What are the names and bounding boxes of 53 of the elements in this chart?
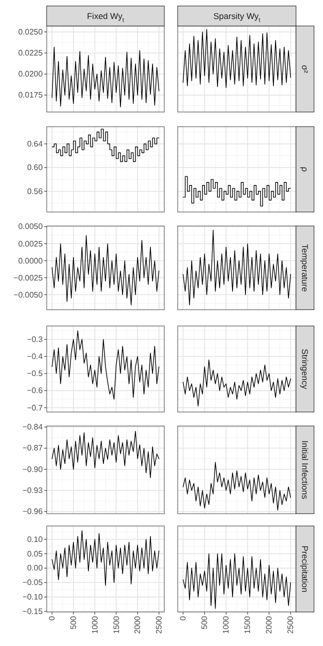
text: Stringency — [300, 348, 310, 390]
x-tick-label: 1000 — [90, 615, 100, 634]
y-tick-label: 0.0050 — [18, 222, 44, 232]
y-tick-label: 0.0250 — [18, 27, 44, 36]
y-tick-label: 0.56 — [27, 186, 44, 196]
x-tick-label: 2000 — [264, 615, 274, 634]
y-tick-label: −0.10 — [22, 592, 44, 602]
x-tick-label: 1500 — [243, 615, 252, 634]
chart-title: Fixed Wy$_{t}$ — [86, 10, 124, 24]
x-tick-label: 2000 — [133, 615, 142, 634]
x-tick-label: 0 — [178, 615, 188, 620]
x-tick-label: 0 — [48, 615, 57, 620]
x-tick-label: 1500 — [112, 615, 121, 634]
y-tick-label: −0.96 — [22, 507, 44, 516]
y-tick-label: −0.4 — [26, 352, 44, 361]
y-tick-label: 0.0225 — [18, 48, 44, 58]
y-tick-label: 0.0000 — [18, 256, 44, 266]
x-tick-label: 2500 — [286, 615, 296, 634]
y-tick-label: 0.64 — [27, 139, 44, 148]
y-tick-label: −0.0050 — [14, 290, 44, 300]
text: Precipitation — [300, 546, 310, 593]
y-tick-label: 0.60 — [27, 163, 44, 172]
y-tick-label: 0.00 — [27, 564, 44, 573]
x-tick-label: 1000 — [222, 615, 231, 634]
line-series — [52, 330, 160, 400]
line-series — [52, 46, 160, 108]
y-tick-label: −0.7 — [26, 403, 44, 412]
text: Initial Infections — [300, 440, 310, 500]
y-tick-label: −0.3 — [26, 334, 44, 344]
text: ρ — [300, 166, 310, 172]
y-tick-label: 0.0175 — [18, 90, 44, 100]
y-tick-label: −0.90 — [22, 464, 44, 474]
x-tick-label: 500 — [68, 615, 78, 630]
y-tick-label: 0.0025 — [18, 239, 44, 248]
y-tick-label: −0.15 — [22, 606, 44, 616]
y-tick-label: 0.05 — [27, 549, 44, 558]
chart-title: Sparsity Wy$_{t}$ — [213, 10, 261, 24]
x-tick-label: 2500 — [154, 615, 164, 634]
y-tick-label: −0.87 — [22, 444, 44, 453]
y-tick-label: −0.6 — [26, 386, 44, 396]
line-series — [52, 235, 160, 306]
y-tick-label: 0.10 — [27, 534, 44, 544]
y-tick-label: −0.84 — [22, 422, 44, 432]
text: Temperature — [300, 244, 310, 292]
y-tick-label: −0.05 — [22, 578, 44, 588]
y-tick-label: 0.0200 — [18, 70, 44, 79]
y-tick-label: −0.5 — [26, 369, 44, 378]
line-series — [52, 430, 160, 478]
y-tick-label: −0.93 — [22, 486, 44, 496]
line-series — [52, 530, 160, 586]
y-tick-label: −0.0025 — [14, 273, 44, 282]
text: σ² — [300, 64, 310, 74]
x-tick-label: 500 — [200, 615, 210, 630]
